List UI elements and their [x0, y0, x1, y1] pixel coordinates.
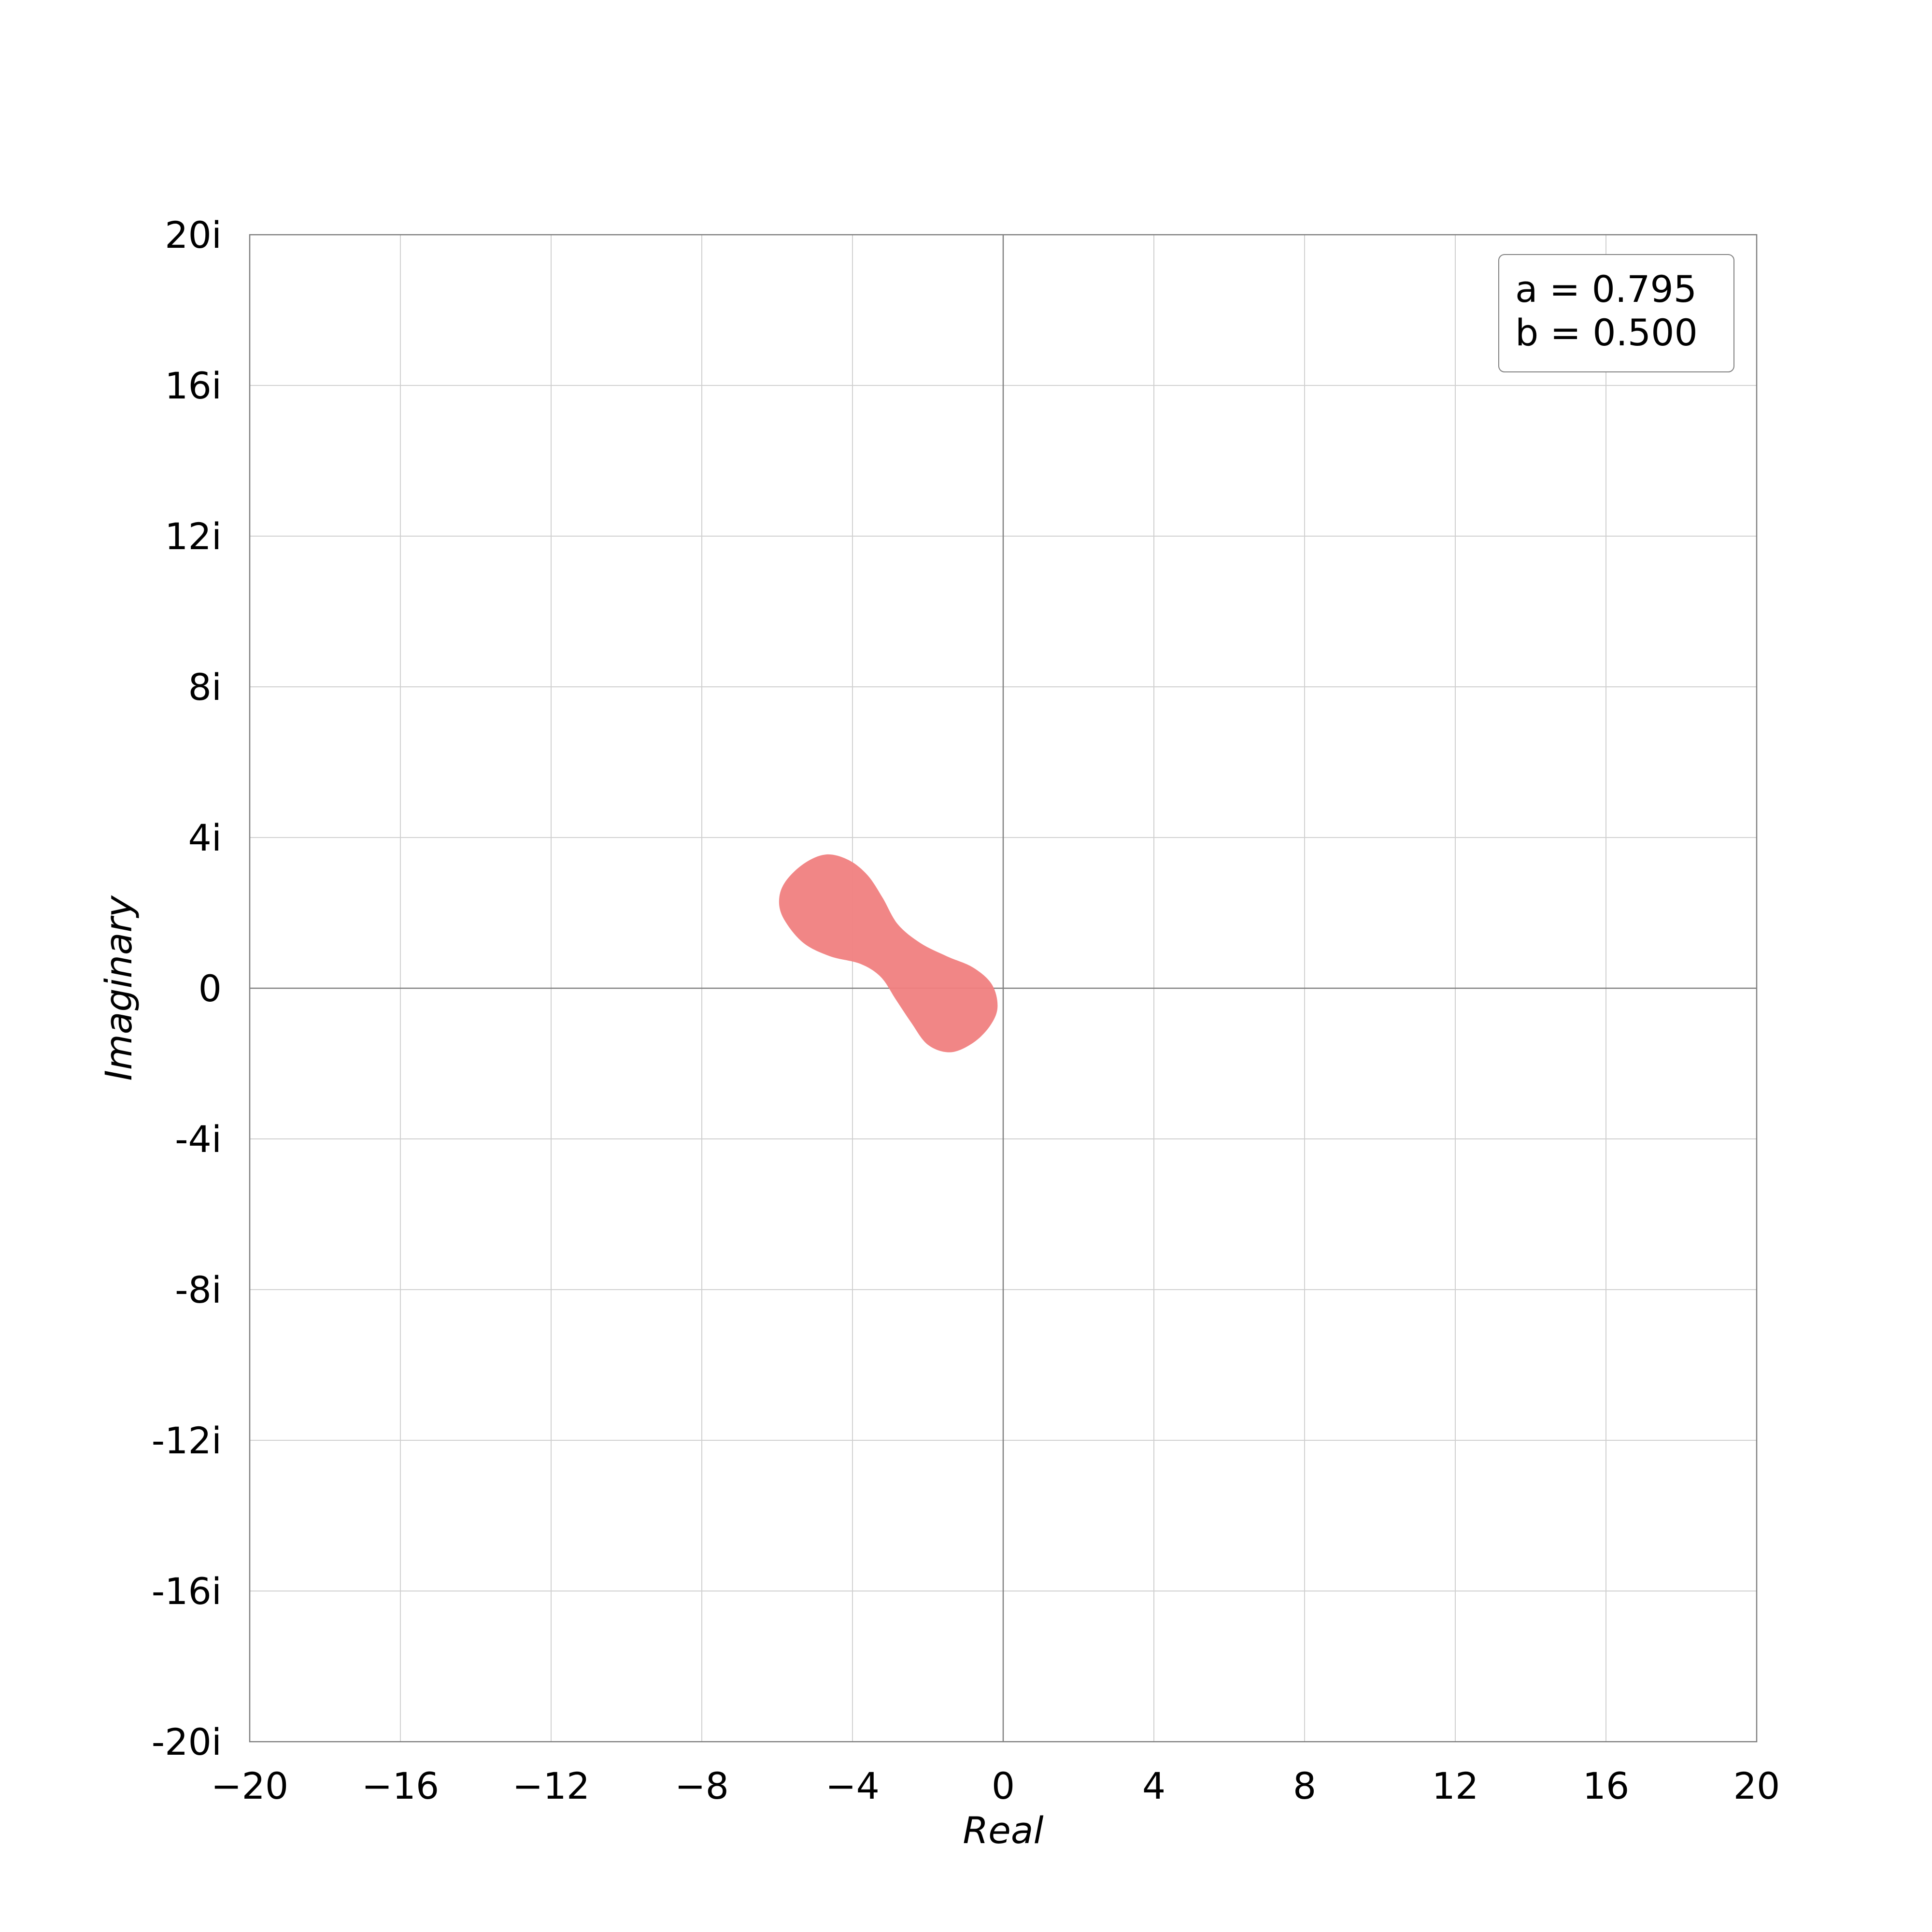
- x-tick-label: −20: [211, 1764, 288, 1807]
- legend-line-b: b = 0.500: [1515, 311, 1698, 354]
- y-tick-label: 8i: [188, 666, 222, 709]
- x-tick-label: 20: [1733, 1764, 1780, 1807]
- x-tick-label: 8: [1293, 1764, 1316, 1807]
- x-tick-label: −4: [825, 1764, 880, 1807]
- plot-region-layer: [779, 854, 998, 1052]
- x-tick-label: −12: [512, 1764, 590, 1807]
- x-tick-labels: −20 −16 −12 −8 −4 0 4 8 12 16 20: [211, 1764, 1780, 1807]
- y-tick-label: -12i: [152, 1419, 222, 1462]
- y-tick-label: 16i: [165, 364, 222, 407]
- x-tick-label: 4: [1142, 1764, 1165, 1807]
- x-tick-label: −8: [675, 1764, 729, 1807]
- y-tick-label: 4i: [188, 816, 222, 859]
- x-axis-label: Real: [963, 1809, 1043, 1852]
- x-tick-label: −16: [362, 1764, 439, 1807]
- y-tick-label: -20i: [152, 1720, 222, 1763]
- y-tick-label: -8i: [175, 1268, 222, 1311]
- y-tick-label: 12i: [165, 515, 222, 558]
- y-tick-labels: 20i 16i 12i 8i 4i 0 -4i -8i -12i -16i -20i: [152, 213, 222, 1763]
- y-axis-label: Imaginary: [97, 895, 140, 1080]
- legend-box: [1498, 254, 1734, 372]
- plot-frame: [249, 234, 1758, 1743]
- stability-region: [779, 854, 998, 1052]
- y-tick-label: -16i: [152, 1570, 222, 1613]
- zero-axis-lines: [250, 235, 1757, 1742]
- x-tick-label: 16: [1583, 1764, 1630, 1807]
- legend-line-a: a = 0.795: [1515, 268, 1697, 311]
- legend: a = 0.795 b = 0.500: [1498, 254, 1734, 372]
- x-tick-label: 0: [992, 1764, 1015, 1807]
- y-tick-label: 20i: [165, 213, 222, 256]
- y-tick-label: -4i: [175, 1118, 222, 1161]
- x-tick-label: 12: [1432, 1764, 1479, 1807]
- y-tick-label: 0: [199, 967, 222, 1010]
